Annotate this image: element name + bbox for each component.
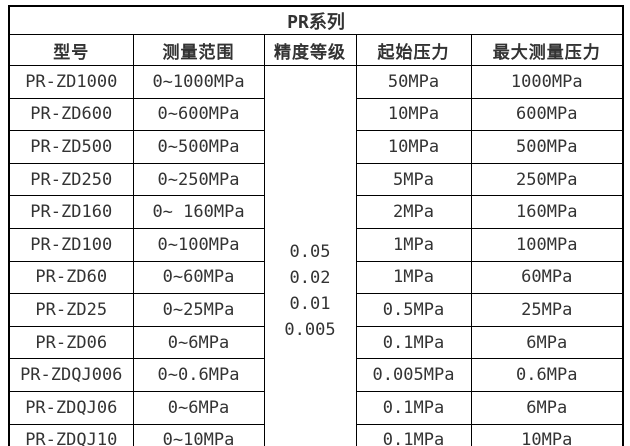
start-pressure-cell: 10MPa xyxy=(355,130,472,164)
start-pressure-cell: 0.1MPa xyxy=(355,325,472,360)
table-row: PR-ZD160 0~ 160MPa 2MPa 160MPa xyxy=(8,195,624,229)
table-title: PR系列 xyxy=(8,5,624,35)
start-pressure-cell: 0.5MPa xyxy=(355,293,472,327)
model-cell: PR-ZDQJ006 xyxy=(8,358,134,392)
range-cell: 0~500MPa xyxy=(132,130,265,164)
max-pressure-cell: 250MPa xyxy=(470,162,624,197)
model-cell: PR-ZD25 xyxy=(8,293,134,327)
range-cell: 0~250MPa xyxy=(132,162,265,197)
range-cell: 0~0.6MPa xyxy=(132,358,265,392)
range-cell: 0~600MPa xyxy=(132,97,265,132)
max-pressure-cell: 600MPa xyxy=(470,97,624,132)
accuracy-grade-values: 0.05 0.02 0.01 0.005 xyxy=(265,179,355,343)
header-measure-range: 测量范围 xyxy=(132,34,265,66)
pr-series-spec-table: PR系列 型号 测量范围 精度等级 起始压力 最大测量压力 PR-ZD1000 … xyxy=(8,5,624,446)
model-cell: PR-ZD160 xyxy=(8,195,134,229)
range-cell: 0~10MPa xyxy=(132,423,265,446)
model-cell: PR-ZD60 xyxy=(8,260,134,295)
accuracy-value: 0.01 xyxy=(289,294,331,315)
table-header-row: 型号 测量范围 精度等级 起始压力 最大测量压力 xyxy=(8,34,624,66)
accuracy-value: 0.05 xyxy=(289,242,331,263)
table-row: PR-ZD60 0~60MPa 1MPa 60MPa xyxy=(8,260,624,295)
range-cell: 0~60MPa xyxy=(132,260,265,295)
range-cell: 0~ 160MPa xyxy=(132,195,265,229)
table-row: PR-ZD100 0~100MPa 1MPa 100MPa xyxy=(8,227,624,262)
start-pressure-cell: 1MPa xyxy=(355,227,472,262)
range-cell: 0~25MPa xyxy=(132,293,265,327)
header-start-pressure: 起始压力 xyxy=(355,34,472,66)
max-pressure-cell: 100MPa xyxy=(470,227,624,262)
accuracy-value: 0.005 xyxy=(284,320,336,341)
model-cell: PR-ZD600 xyxy=(8,97,134,132)
model-cell: PR-ZD100 xyxy=(8,227,134,262)
max-pressure-cell: 160MPa xyxy=(470,195,624,229)
start-pressure-cell: 0.1MPa xyxy=(355,423,472,446)
start-pressure-cell: 10MPa xyxy=(355,97,472,132)
max-pressure-cell: 1000MPa xyxy=(470,65,624,99)
start-pressure-cell: 0.005MPa xyxy=(355,358,472,392)
start-pressure-cell: 1MPa xyxy=(355,260,472,295)
range-cell: 0~6MPa xyxy=(132,390,265,425)
max-pressure-cell: 6MPa xyxy=(470,390,624,425)
table-title-row: PR系列 xyxy=(8,5,624,35)
accuracy-grade-merged-cell: 0.05 0.02 0.01 0.005 xyxy=(263,65,357,446)
max-pressure-cell: 500MPa xyxy=(470,130,624,164)
table-row: PR-ZD500 0~500MPa 10MPa 500MPa xyxy=(8,130,624,164)
table-row: PR-ZD250 0~250MPa 5MPa 250MPa xyxy=(8,162,624,197)
accuracy-value: 0.02 xyxy=(289,268,331,289)
model-cell: PR-ZDQJ10 xyxy=(8,423,134,446)
start-pressure-cell: 2MPa xyxy=(355,195,472,229)
start-pressure-cell: 0.1MPa xyxy=(355,390,472,425)
model-cell: PR-ZD250 xyxy=(8,162,134,197)
max-pressure-cell: 25MPa xyxy=(470,293,624,327)
start-pressure-cell: 50MPa xyxy=(355,65,472,99)
table-row: PR-ZD06 0~6MPa 0.1MPa 6MPa xyxy=(8,325,624,360)
start-pressure-cell: 5MPa xyxy=(355,162,472,197)
header-model: 型号 xyxy=(8,34,134,66)
table-row: PR-ZD25 0~25MPa 0.5MPa 25MPa xyxy=(8,293,624,327)
table-row: PR-ZDQJ10 0~10MPa 0.1MPa 10MPa xyxy=(8,423,624,446)
header-max-pressure: 最大测量压力 xyxy=(470,34,624,66)
header-accuracy-grade: 精度等级 xyxy=(263,34,357,66)
table-row: PR-ZD600 0~600MPa 10MPa 600MPa xyxy=(8,97,624,132)
model-cell: PR-ZD500 xyxy=(8,130,134,164)
max-pressure-cell: 6MPa xyxy=(470,325,624,360)
model-cell: PR-ZD06 xyxy=(8,325,134,360)
range-cell: 0~6MPa xyxy=(132,325,265,360)
max-pressure-cell: 60MPa xyxy=(470,260,624,295)
range-cell: 0~1000MPa xyxy=(132,65,265,99)
max-pressure-cell: 0.6MPa xyxy=(470,358,624,392)
range-cell: 0~100MPa xyxy=(132,227,265,262)
max-pressure-cell: 10MPa xyxy=(470,423,624,446)
model-cell: PR-ZD1000 xyxy=(8,65,134,99)
model-cell: PR-ZDQJ06 xyxy=(8,390,134,425)
table-row: PR-ZD1000 0~1000MPa 0.05 0.02 0.01 0.005… xyxy=(8,65,624,446)
